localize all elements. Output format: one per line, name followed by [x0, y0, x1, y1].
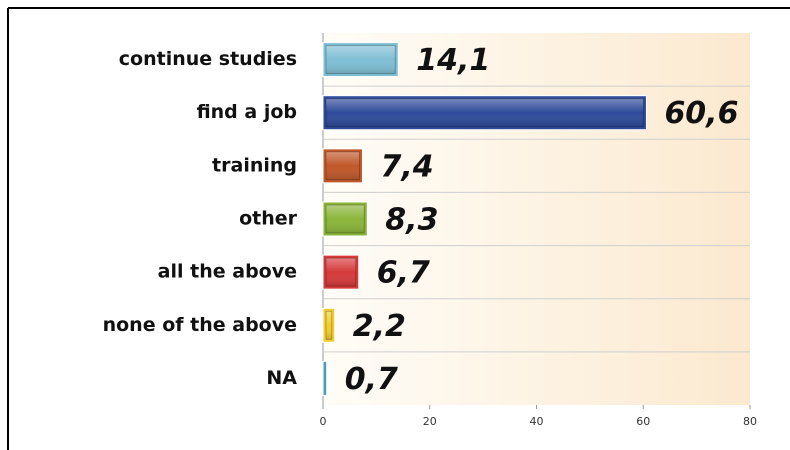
bar-shine — [325, 310, 333, 340]
data-label: 2,2 — [353, 309, 406, 344]
y-tick-label: all the above — [158, 261, 297, 283]
y-tick-label: NA — [266, 367, 297, 389]
bar-shine — [325, 257, 357, 287]
data-label: 60,6 — [664, 96, 738, 131]
y-tick-label: find a job — [197, 101, 297, 123]
x-tick-label: 60 — [636, 415, 650, 428]
y-tick-label: continue studies — [119, 48, 297, 70]
y-tick-label: other — [239, 208, 298, 230]
bar-shine — [325, 98, 644, 128]
x-tick-label: 20 — [423, 415, 437, 428]
bar — [322, 360, 328, 396]
bar-shine — [325, 151, 360, 181]
data-label: 14,1 — [416, 43, 490, 78]
plot-area — [323, 33, 750, 405]
y-tick-label: training — [212, 154, 297, 176]
data-label: 8,3 — [385, 203, 438, 238]
bar-shine — [325, 45, 396, 75]
data-label: 6,7 — [377, 256, 430, 291]
x-tick-label: 80 — [743, 415, 757, 428]
data-label: 7,4 — [380, 149, 433, 184]
y-tick-label: none of the above — [103, 314, 297, 336]
x-tick-label: 0 — [320, 415, 327, 428]
data-label: 0,7 — [345, 362, 398, 397]
x-tick-label: 40 — [530, 415, 544, 428]
bar-shine — [325, 204, 365, 234]
